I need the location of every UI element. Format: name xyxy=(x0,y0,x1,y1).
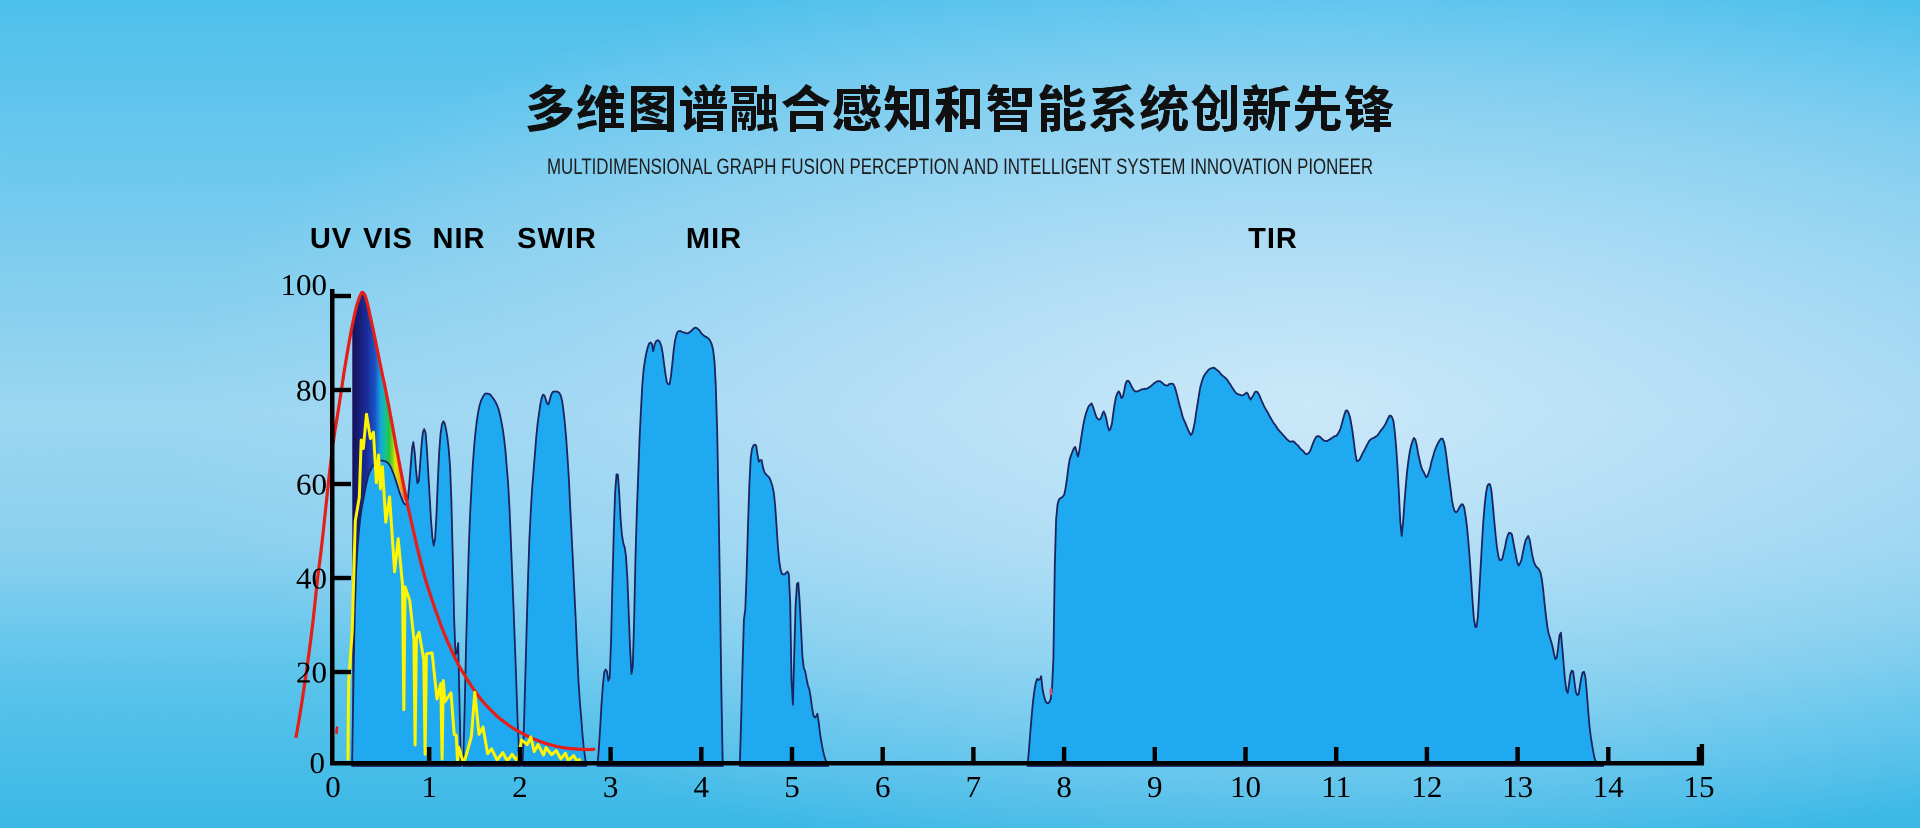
svg-text:7: 7 xyxy=(966,769,982,804)
svg-text:60: 60 xyxy=(296,467,327,502)
svg-text:12: 12 xyxy=(1411,769,1442,804)
svg-text:20: 20 xyxy=(296,655,327,690)
svg-text:5: 5 xyxy=(784,769,800,804)
svg-text:15: 15 xyxy=(1684,769,1715,804)
svg-text:2: 2 xyxy=(512,769,528,804)
svg-text:10: 10 xyxy=(1230,769,1261,804)
svg-text:0: 0 xyxy=(325,769,341,804)
svg-text:VIS: VIS xyxy=(363,223,413,255)
svg-text:11: 11 xyxy=(1321,769,1351,804)
svg-text:NIR: NIR xyxy=(433,223,486,255)
svg-text:40: 40 xyxy=(296,561,327,596)
svg-text:UV: UV xyxy=(310,223,352,255)
svg-text:4: 4 xyxy=(694,769,710,804)
svg-text:MULTIDIMENSIONAL GRAPH FUSION: MULTIDIMENSIONAL GRAPH FUSION PERCEPTION… xyxy=(547,154,1373,179)
svg-text:13: 13 xyxy=(1502,769,1533,804)
svg-text:0: 0 xyxy=(310,745,326,780)
svg-text:8: 8 xyxy=(1056,769,1072,804)
svg-text:SWIR: SWIR xyxy=(517,223,597,255)
svg-text:TIR: TIR xyxy=(1248,223,1298,255)
svg-text:3: 3 xyxy=(603,769,619,804)
svg-text:1: 1 xyxy=(421,769,437,804)
svg-text:80: 80 xyxy=(296,373,327,408)
svg-text:100: 100 xyxy=(281,267,328,302)
svg-text:9: 9 xyxy=(1147,769,1163,804)
svg-text:MIR: MIR xyxy=(686,223,742,255)
svg-text:6: 6 xyxy=(875,769,891,804)
svg-text:14: 14 xyxy=(1593,769,1625,804)
